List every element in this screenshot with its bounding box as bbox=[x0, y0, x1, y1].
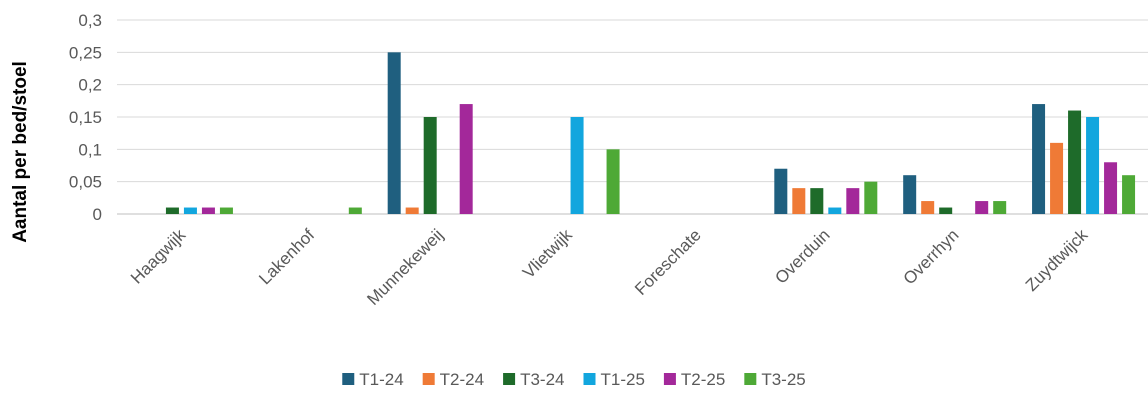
bar-t2-24 bbox=[405, 207, 419, 214]
bar-t3-24 bbox=[165, 207, 179, 214]
legend-swatch bbox=[342, 373, 355, 385]
x-tick-label: Vlietwijk bbox=[519, 225, 576, 282]
gridlines bbox=[117, 19, 1148, 215]
bar-t1-24 bbox=[903, 175, 917, 214]
bar-t2-24 bbox=[1050, 142, 1064, 214]
legend-label: T3-24 bbox=[520, 370, 564, 389]
legend-swatch bbox=[503, 373, 516, 385]
bar-t2-25 bbox=[1104, 162, 1118, 214]
x-axis-ticks: Haagwijk Lakenhof Munnekeweij Vlietwijk Fore… bbox=[127, 225, 1092, 309]
x-tick-label: Zuydtwijck bbox=[1022, 225, 1092, 295]
x-tick-label: Lakenhof bbox=[255, 225, 318, 288]
bar-t1-25 bbox=[570, 117, 584, 214]
legend-label: T1-25 bbox=[601, 370, 645, 389]
bar-t1-25 bbox=[1086, 117, 1100, 214]
bar-t3-25 bbox=[1122, 175, 1136, 214]
y-tick-label: 0,2 bbox=[78, 76, 102, 95]
bar-t2-25 bbox=[846, 188, 860, 214]
y-tick-label: 0,3 bbox=[78, 11, 102, 30]
legend-label: T3-25 bbox=[761, 370, 805, 389]
bar-t1-25 bbox=[183, 207, 197, 214]
bar-t1-25 bbox=[828, 207, 842, 214]
bar-t3-24 bbox=[423, 117, 437, 214]
legend-swatch bbox=[663, 373, 676, 385]
bar-t3-25 bbox=[993, 201, 1007, 214]
y-axis-ticks: 0 0,05 0,1 0,15 0,2 0,25 0,3 bbox=[69, 11, 102, 224]
y-axis-label: Aantal per bed/stoel bbox=[10, 61, 31, 243]
x-tick-label: Haagwijk bbox=[127, 225, 190, 288]
bar-t1-24 bbox=[774, 168, 788, 214]
bar-t2-24 bbox=[792, 188, 806, 214]
y-tick-label: 0 bbox=[93, 205, 102, 224]
legend-swatch bbox=[583, 373, 596, 385]
bar-t2-25 bbox=[459, 104, 473, 214]
bar-t3-25 bbox=[606, 149, 620, 214]
bars bbox=[165, 52, 1136, 215]
bar-t3-24 bbox=[939, 207, 953, 214]
y-tick-label: 0,05 bbox=[69, 173, 102, 192]
legend-label: T1-24 bbox=[359, 370, 403, 389]
legend-label: T2-25 bbox=[681, 370, 725, 389]
bar-t1-24 bbox=[1032, 104, 1046, 214]
y-tick-label: 0,15 bbox=[69, 108, 102, 127]
legend-swatch bbox=[422, 373, 435, 385]
bar-t2-25 bbox=[201, 207, 215, 214]
bar-t3-25 bbox=[219, 207, 233, 214]
bar-t3-24 bbox=[1068, 110, 1082, 214]
bar-t2-24 bbox=[921, 201, 935, 214]
legend-label: T2-24 bbox=[440, 370, 484, 389]
bar-t3-24 bbox=[810, 188, 824, 214]
x-tick-label: Overrhyn bbox=[900, 225, 963, 288]
x-tick-label: Foreschate bbox=[631, 225, 705, 299]
bar-t3-25 bbox=[864, 181, 878, 214]
bar-t1-24 bbox=[387, 52, 401, 215]
bar-t2-25 bbox=[975, 201, 989, 214]
x-tick-label: Overduin bbox=[771, 225, 833, 287]
legend: T1-24 T2-24 T3-24 T1-25 T2-25 T3-25 bbox=[342, 370, 806, 389]
legend-swatch bbox=[744, 373, 757, 385]
x-tick-label: Munnekeweij bbox=[363, 225, 447, 309]
y-tick-label: 0,25 bbox=[69, 43, 102, 62]
bar-t3-25 bbox=[348, 207, 362, 214]
y-tick-label: 0,1 bbox=[78, 140, 102, 159]
